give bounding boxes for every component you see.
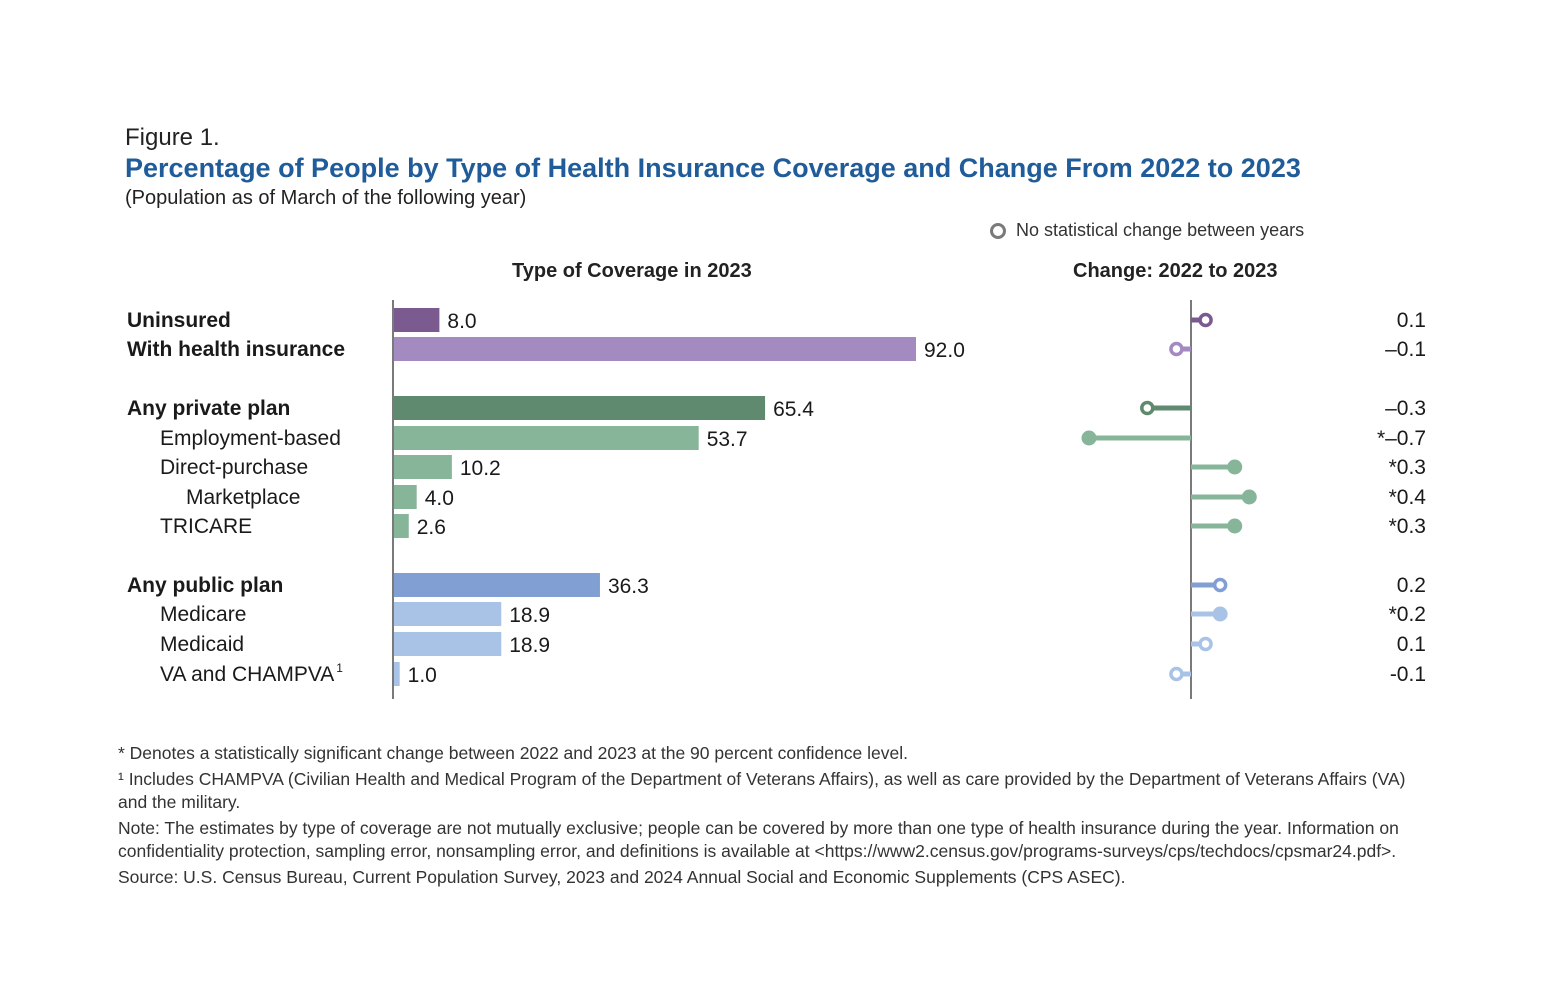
bar-value-label: 10.2 [460, 457, 501, 480]
bar [394, 337, 916, 361]
notes: * Denotes a statistically significant ch… [118, 742, 1438, 892]
bar [394, 514, 409, 538]
bar [394, 396, 766, 420]
bar [394, 455, 452, 479]
left-panel-title: Type of Coverage in 2023 [512, 260, 752, 282]
chart-title: Percentage of People by Type of Health I… [125, 153, 1301, 183]
general-note: Note: The estimates by type of coverage … [118, 818, 1399, 861]
bar [394, 632, 502, 656]
change-dot-filled [1212, 606, 1228, 622]
change-value-label: *0.3 [1389, 456, 1426, 479]
change-dot-open [1169, 341, 1184, 357]
change-value-label: 0.2 [1397, 574, 1426, 597]
bar-value-label: 2.6 [417, 516, 446, 539]
footnote-1: ¹ Includes CHAMPVA (Civilian Health and … [118, 769, 1406, 812]
change-value-label: *0.3 [1389, 515, 1426, 538]
change-value-label: *–0.7 [1377, 427, 1426, 450]
category-label: Any private plan [127, 397, 290, 420]
figure-label: Figure 1. [125, 124, 220, 151]
bar-value-label: 36.3 [608, 575, 649, 598]
change-dot-open [1212, 577, 1228, 593]
bar [394, 662, 400, 686]
change-dot-filled [1241, 489, 1257, 505]
chart-subtitle: (Population as of March of the following… [125, 187, 527, 209]
legend-label: No statistical change between years [1016, 220, 1305, 240]
bar-value-label: 53.7 [707, 428, 748, 451]
bar-value-label: 65.4 [773, 398, 814, 421]
bar [394, 485, 417, 509]
change-value-label: *0.4 [1389, 486, 1427, 509]
bar-value-label: 18.9 [509, 604, 550, 627]
category-label: TRICARE [160, 515, 252, 538]
category-label: VA and CHAMPVA 1 [160, 661, 343, 686]
category-label: Uninsured [127, 309, 231, 332]
change-dot-filled [1227, 518, 1243, 534]
legend: No statistical change between years [990, 220, 1304, 241]
category-label: Any public plan [127, 574, 283, 597]
bar [394, 573, 600, 597]
change-dot-open [1198, 312, 1213, 328]
change-value-label: 0.1 [1397, 309, 1426, 332]
category-label: Marketplace [186, 486, 300, 509]
change-dot-open [1140, 400, 1155, 416]
change-dot-open [1198, 636, 1213, 652]
change-value-label: -0.1 [1390, 663, 1426, 686]
bar-value-label: 4.0 [425, 487, 454, 510]
change-value-label: –0.1 [1385, 338, 1426, 361]
change-dot-filled [1081, 430, 1097, 446]
bar-value-label: 92.0 [924, 339, 965, 362]
footnote-marker: 1 [336, 661, 343, 675]
category-label: Medicaid [160, 633, 244, 656]
change-value-label: 0.1 [1397, 633, 1426, 656]
category-label: Employment-based [160, 427, 341, 450]
change-dot-filled [1227, 459, 1243, 475]
bar [394, 308, 440, 332]
change-value-label: *0.2 [1389, 603, 1426, 626]
significance-note: * Denotes a statistically significant ch… [118, 743, 908, 763]
right-panel-title: Change: 2022 to 2023 [1073, 260, 1278, 282]
bar [394, 426, 699, 450]
bar [394, 602, 502, 626]
source-note: Source: U.S. Census Bureau, Current Popu… [118, 867, 1126, 887]
open-circle-icon [990, 222, 1006, 239]
change-dot-open [1169, 666, 1184, 682]
change-value-label: –0.3 [1385, 397, 1426, 420]
category-label: Medicare [160, 603, 246, 626]
category-label: Direct-purchase [160, 456, 308, 479]
bar-value-label: 8.0 [447, 310, 476, 333]
bar-value-label: 1.0 [408, 664, 437, 687]
category-label: With health insurance [127, 338, 345, 361]
bar-value-label: 18.9 [509, 634, 550, 657]
